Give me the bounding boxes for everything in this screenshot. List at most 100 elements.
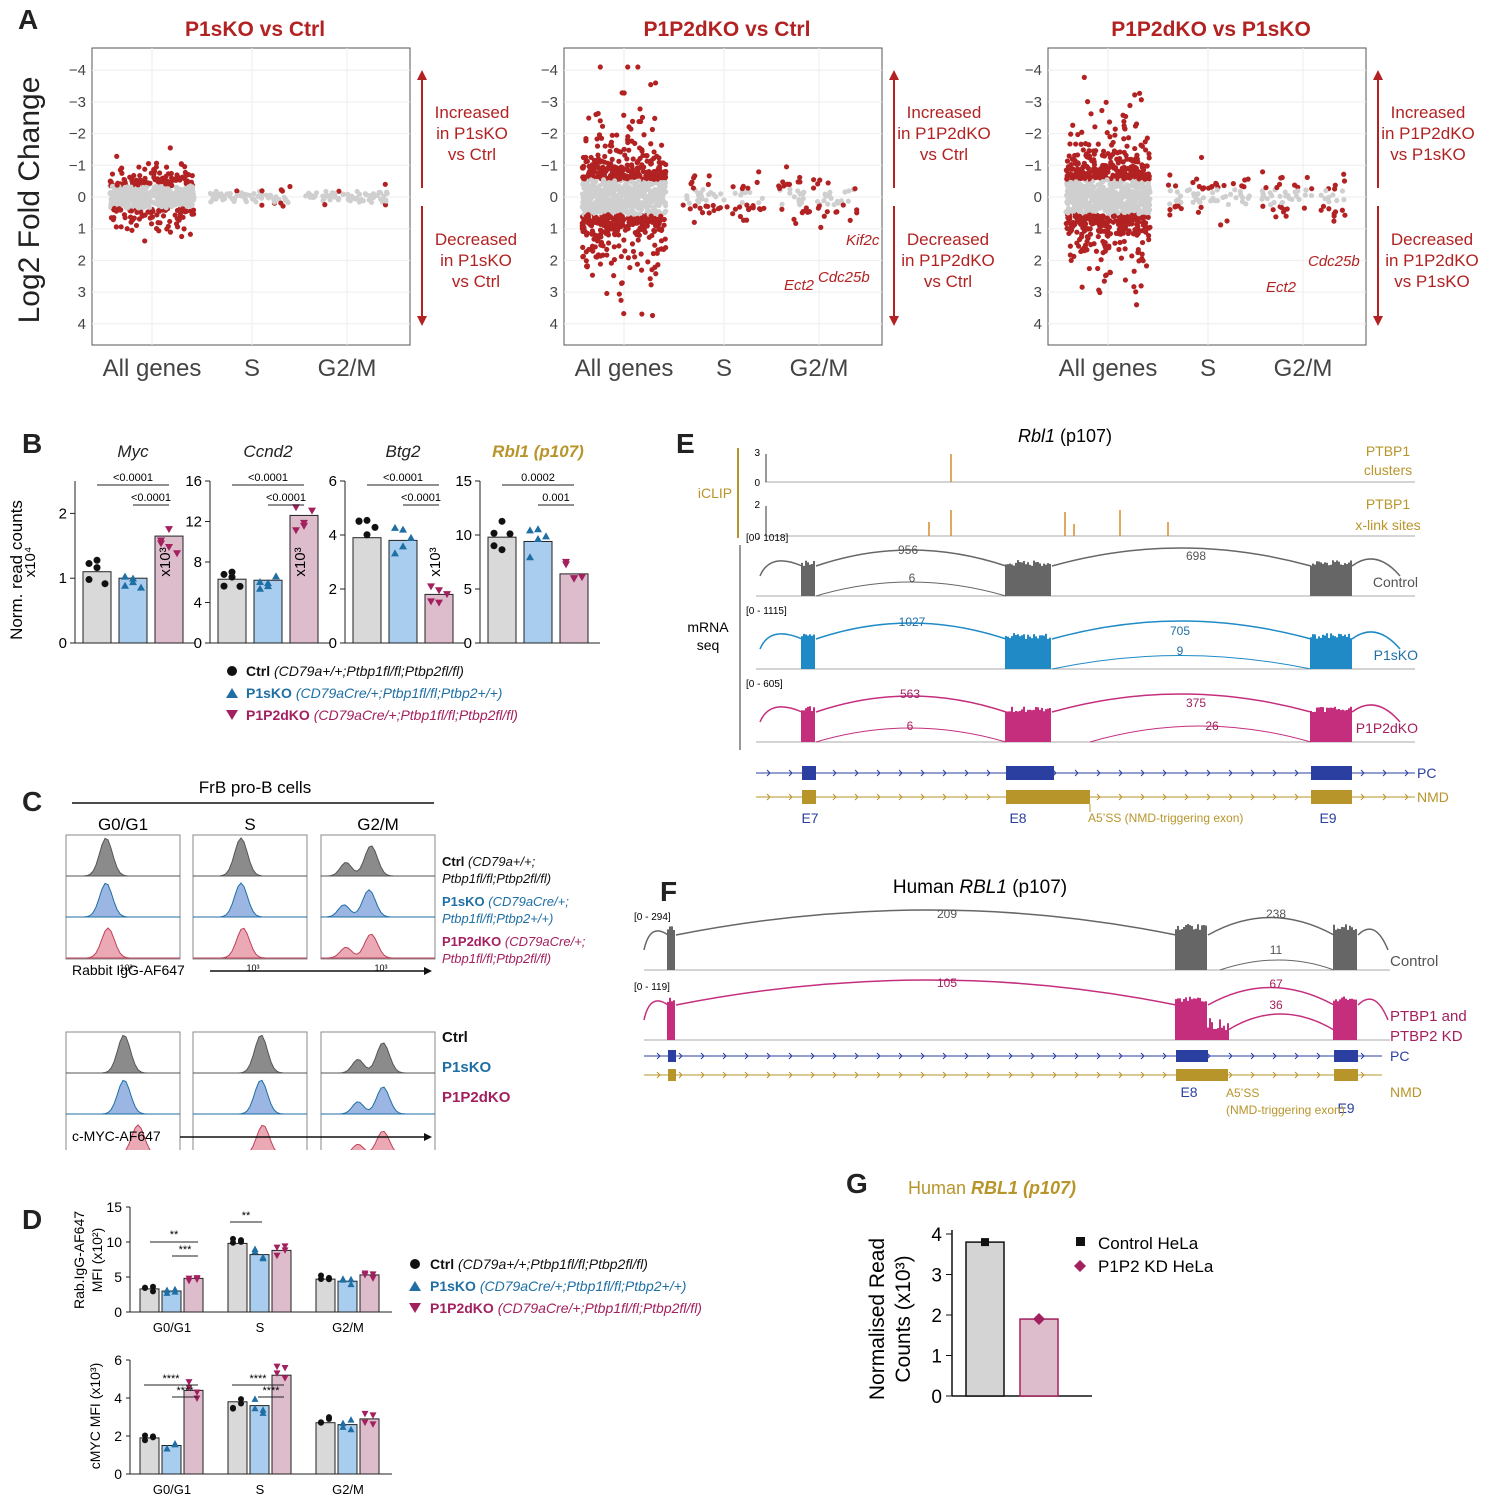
strand-chevron [1294,769,1299,777]
gene-point [700,186,706,193]
x-category: G2/M [332,1320,364,1335]
strand-chevron [942,793,947,801]
range-label: [0 - 605] [746,679,783,690]
gene-point [797,202,803,208]
gene-point [175,189,181,196]
gene-point [1125,230,1131,237]
gene-point [1132,145,1138,152]
gene-point [661,188,667,194]
gene-point [759,195,765,201]
gene-point [251,196,257,202]
gene-point [190,207,197,213]
gene-point [1080,147,1086,153]
gene-point [596,159,603,165]
strand-chevron [832,1071,837,1079]
xtick-label: G2/M [318,355,377,382]
gene-point [637,211,643,217]
strand-chevron [898,769,903,777]
gene-point [1068,257,1074,264]
point-p1sko [339,1276,347,1283]
gene-point [661,222,667,228]
exon [802,766,816,780]
gene-point [137,172,143,179]
gene-point [174,207,181,214]
gene-point [756,169,762,175]
gene-point [636,178,642,184]
strand-chevron [876,793,881,801]
gene-point [655,262,661,268]
ytick-label: 4 [931,1225,942,1246]
c-axis-label: c-MYC-AF647 [72,1128,161,1144]
gene-point [793,220,799,227]
gene-point [136,164,142,170]
strand-chevron [1118,769,1123,777]
gene-point [1138,283,1144,289]
gene-point [584,206,590,213]
sig-mark: **** [176,1385,194,1397]
gene-point [699,210,706,216]
gene-point [1124,143,1130,149]
gene-point [639,311,645,317]
gene-point [346,193,352,199]
gene-point [1091,166,1097,172]
gene-point [636,118,642,125]
gene-point [590,248,596,254]
gene-point [1132,123,1139,129]
gene-point [649,232,655,239]
gene-point [1125,187,1131,194]
gene-point [377,190,384,196]
gene-point [213,196,219,202]
gene-point [1136,207,1142,213]
gene-point [589,243,596,249]
legend-entry: P1P2 KD HeLa [1098,1257,1214,1276]
gene-point [381,193,387,199]
point-ctrl [142,1432,148,1439]
gene-point [1263,185,1269,191]
gene-point [662,200,668,206]
point-p1p2dko [308,507,316,515]
point-p1skO [391,523,399,531]
gene-point [1118,255,1125,261]
decreased-label: in P1P2dKO [1385,251,1479,270]
gene-point [697,196,703,202]
track-label: clusters [1364,462,1412,478]
gene-point [815,205,821,211]
gene-point [597,233,603,239]
x-category: G0/G1 [153,1320,191,1335]
junction-count: 11 [1270,943,1283,957]
arrow-head [417,316,427,326]
gene-point [629,187,635,193]
gene-point [134,209,141,215]
gene-point [604,246,610,253]
gene-point [1138,97,1144,103]
histogram [125,1124,151,1150]
gene-point [118,224,124,230]
exon-label: E8 [1180,1084,1197,1100]
ytick-label: 4 [78,316,86,333]
b-ylabel: Norm. read counts [7,500,26,640]
gene-point [1078,248,1084,255]
gene-point [1086,265,1092,272]
point-ctrl [85,575,93,583]
gene-point [1146,173,1152,179]
gene-point [1105,169,1111,175]
gene-point [1079,165,1085,172]
gene-point [1145,233,1152,239]
gene-point [148,221,155,227]
gene-point [1078,141,1084,147]
gene-point [1133,229,1139,235]
gene-point [845,198,851,204]
gene-point [1089,191,1095,197]
gene-point [1167,172,1173,178]
gene-point [114,153,120,159]
gene-point [129,203,136,209]
gene-point [689,179,695,185]
gene-point [119,165,125,171]
ytick-label: 0 [78,189,86,206]
gene-point [167,218,173,225]
range-label: [0 - 1018] [746,533,788,544]
bar [183,1277,204,1313]
gene-point [603,184,609,190]
gene-point [157,220,163,226]
gene-point [818,224,824,230]
